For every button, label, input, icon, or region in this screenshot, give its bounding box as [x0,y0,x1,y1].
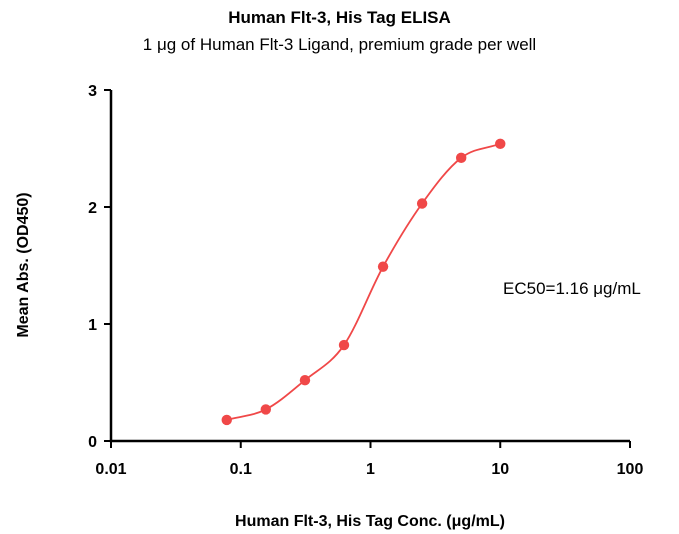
x-tick-label: 0.1 [230,461,252,478]
ticks: 0.01 0.1 1 10 100 0 1 2 3 [88,83,643,478]
data-point [416,198,428,209]
data-point [338,339,350,351]
data-point [299,374,311,386]
data-point [377,261,389,272]
x-tick-label: 0.01 [95,461,126,478]
y-tick-label: 1 [88,317,97,334]
x-tick-label: 10 [491,461,509,478]
data-points-layer [221,138,506,426]
fit-curve [226,142,501,421]
fit-curve-layer [226,142,501,421]
y-tick-label: 0 [88,434,97,451]
y-axis-title: Mean Abs. (OD450) [15,192,32,337]
y-tick-label: 2 [88,200,97,217]
x-axis-title: Human Flt-3, His Tag Conc. (μg/mL) [235,513,505,530]
x-tick-label: 1 [366,461,375,478]
data-point [495,138,506,150]
y-tick-label: 3 [88,83,97,100]
data-point [260,404,272,415]
data-point [221,414,232,426]
data-point [455,152,467,164]
chart-subtitle: 1 μg of Human Flt-3 Ligand, premium grad… [142,35,537,54]
axes [109,90,630,443]
chart-title: Human Flt-3, His Tag ELISA [228,8,451,27]
x-tick-label: 100 [617,461,644,478]
ec50-annotation: EC50=1.16 μg/mL [503,279,641,298]
